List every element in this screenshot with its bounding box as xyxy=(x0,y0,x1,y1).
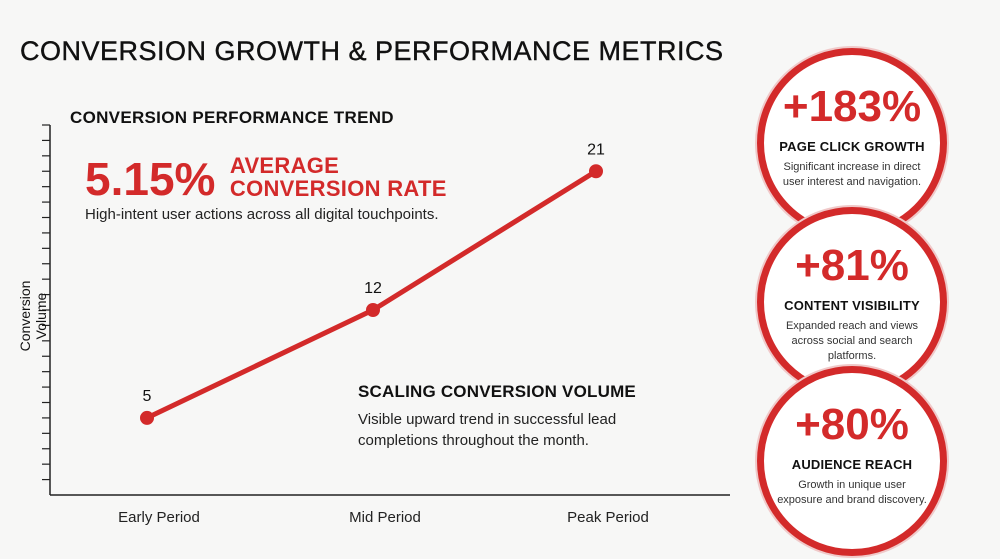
x-tick-label-2: Mid Period xyxy=(349,509,421,526)
data-point-1 xyxy=(140,410,154,425)
average-conversion-label: AVERAGE CONVERSION RATE xyxy=(230,154,447,200)
metric-description: Significant increase in direct user inte… xyxy=(782,161,922,188)
average-conversion-value: 5.15% xyxy=(85,153,216,205)
average-conversion-description: High-intent user actions across all digi… xyxy=(85,206,439,223)
metric-description: Expanded reach and views across social a… xyxy=(785,320,919,362)
metric-value: +80% xyxy=(795,400,909,449)
chart-series: 5 12 21 xyxy=(140,141,605,425)
chart-x-labels: Early Period Mid Period Peak Period xyxy=(118,509,649,526)
chart-title: CONVERSION PERFORMANCE TREND xyxy=(70,108,394,127)
data-point-2 xyxy=(366,303,380,317)
average-label-line1: AVERAGE xyxy=(229,153,340,178)
x-tick-label-1: Early Period xyxy=(118,509,200,526)
metric-value: +81% xyxy=(795,241,909,290)
average-conversion-callout: 5.15% AVERAGE CONVERSION RATE xyxy=(85,150,447,202)
data-label-1: 5 xyxy=(143,388,152,405)
average-label-line2: CONVERSION RATE xyxy=(229,176,447,202)
metric-value: +183% xyxy=(782,82,922,131)
metric-label: AUDIENCE REACH xyxy=(791,457,913,472)
scaling-title: SCALING CONVERSION VOLUME xyxy=(358,382,636,401)
chart-y-ticks xyxy=(42,124,50,481)
metric-label: CONTENT VISIBILITY xyxy=(784,298,920,313)
metric-label: PAGE CLICK GROWTH xyxy=(779,139,925,154)
scaling-description: Visible upward trend in successful lead … xyxy=(358,411,617,449)
metric-description: Growth in unique user exposure and brand… xyxy=(777,479,927,506)
metric-card-audience-reach: +80% AUDIENCE REACH Growth in unique use… xyxy=(757,366,947,556)
page-title: CONVERSION GROWTH & PERFORMANCE METRICS xyxy=(20,36,724,66)
y-axis-label: Conversion Volume xyxy=(17,280,49,352)
data-point-3 xyxy=(589,164,603,179)
x-tick-label-3: Peak Period xyxy=(567,509,649,526)
data-label-3: 21 xyxy=(587,141,605,158)
data-label-2: 12 xyxy=(364,280,382,297)
